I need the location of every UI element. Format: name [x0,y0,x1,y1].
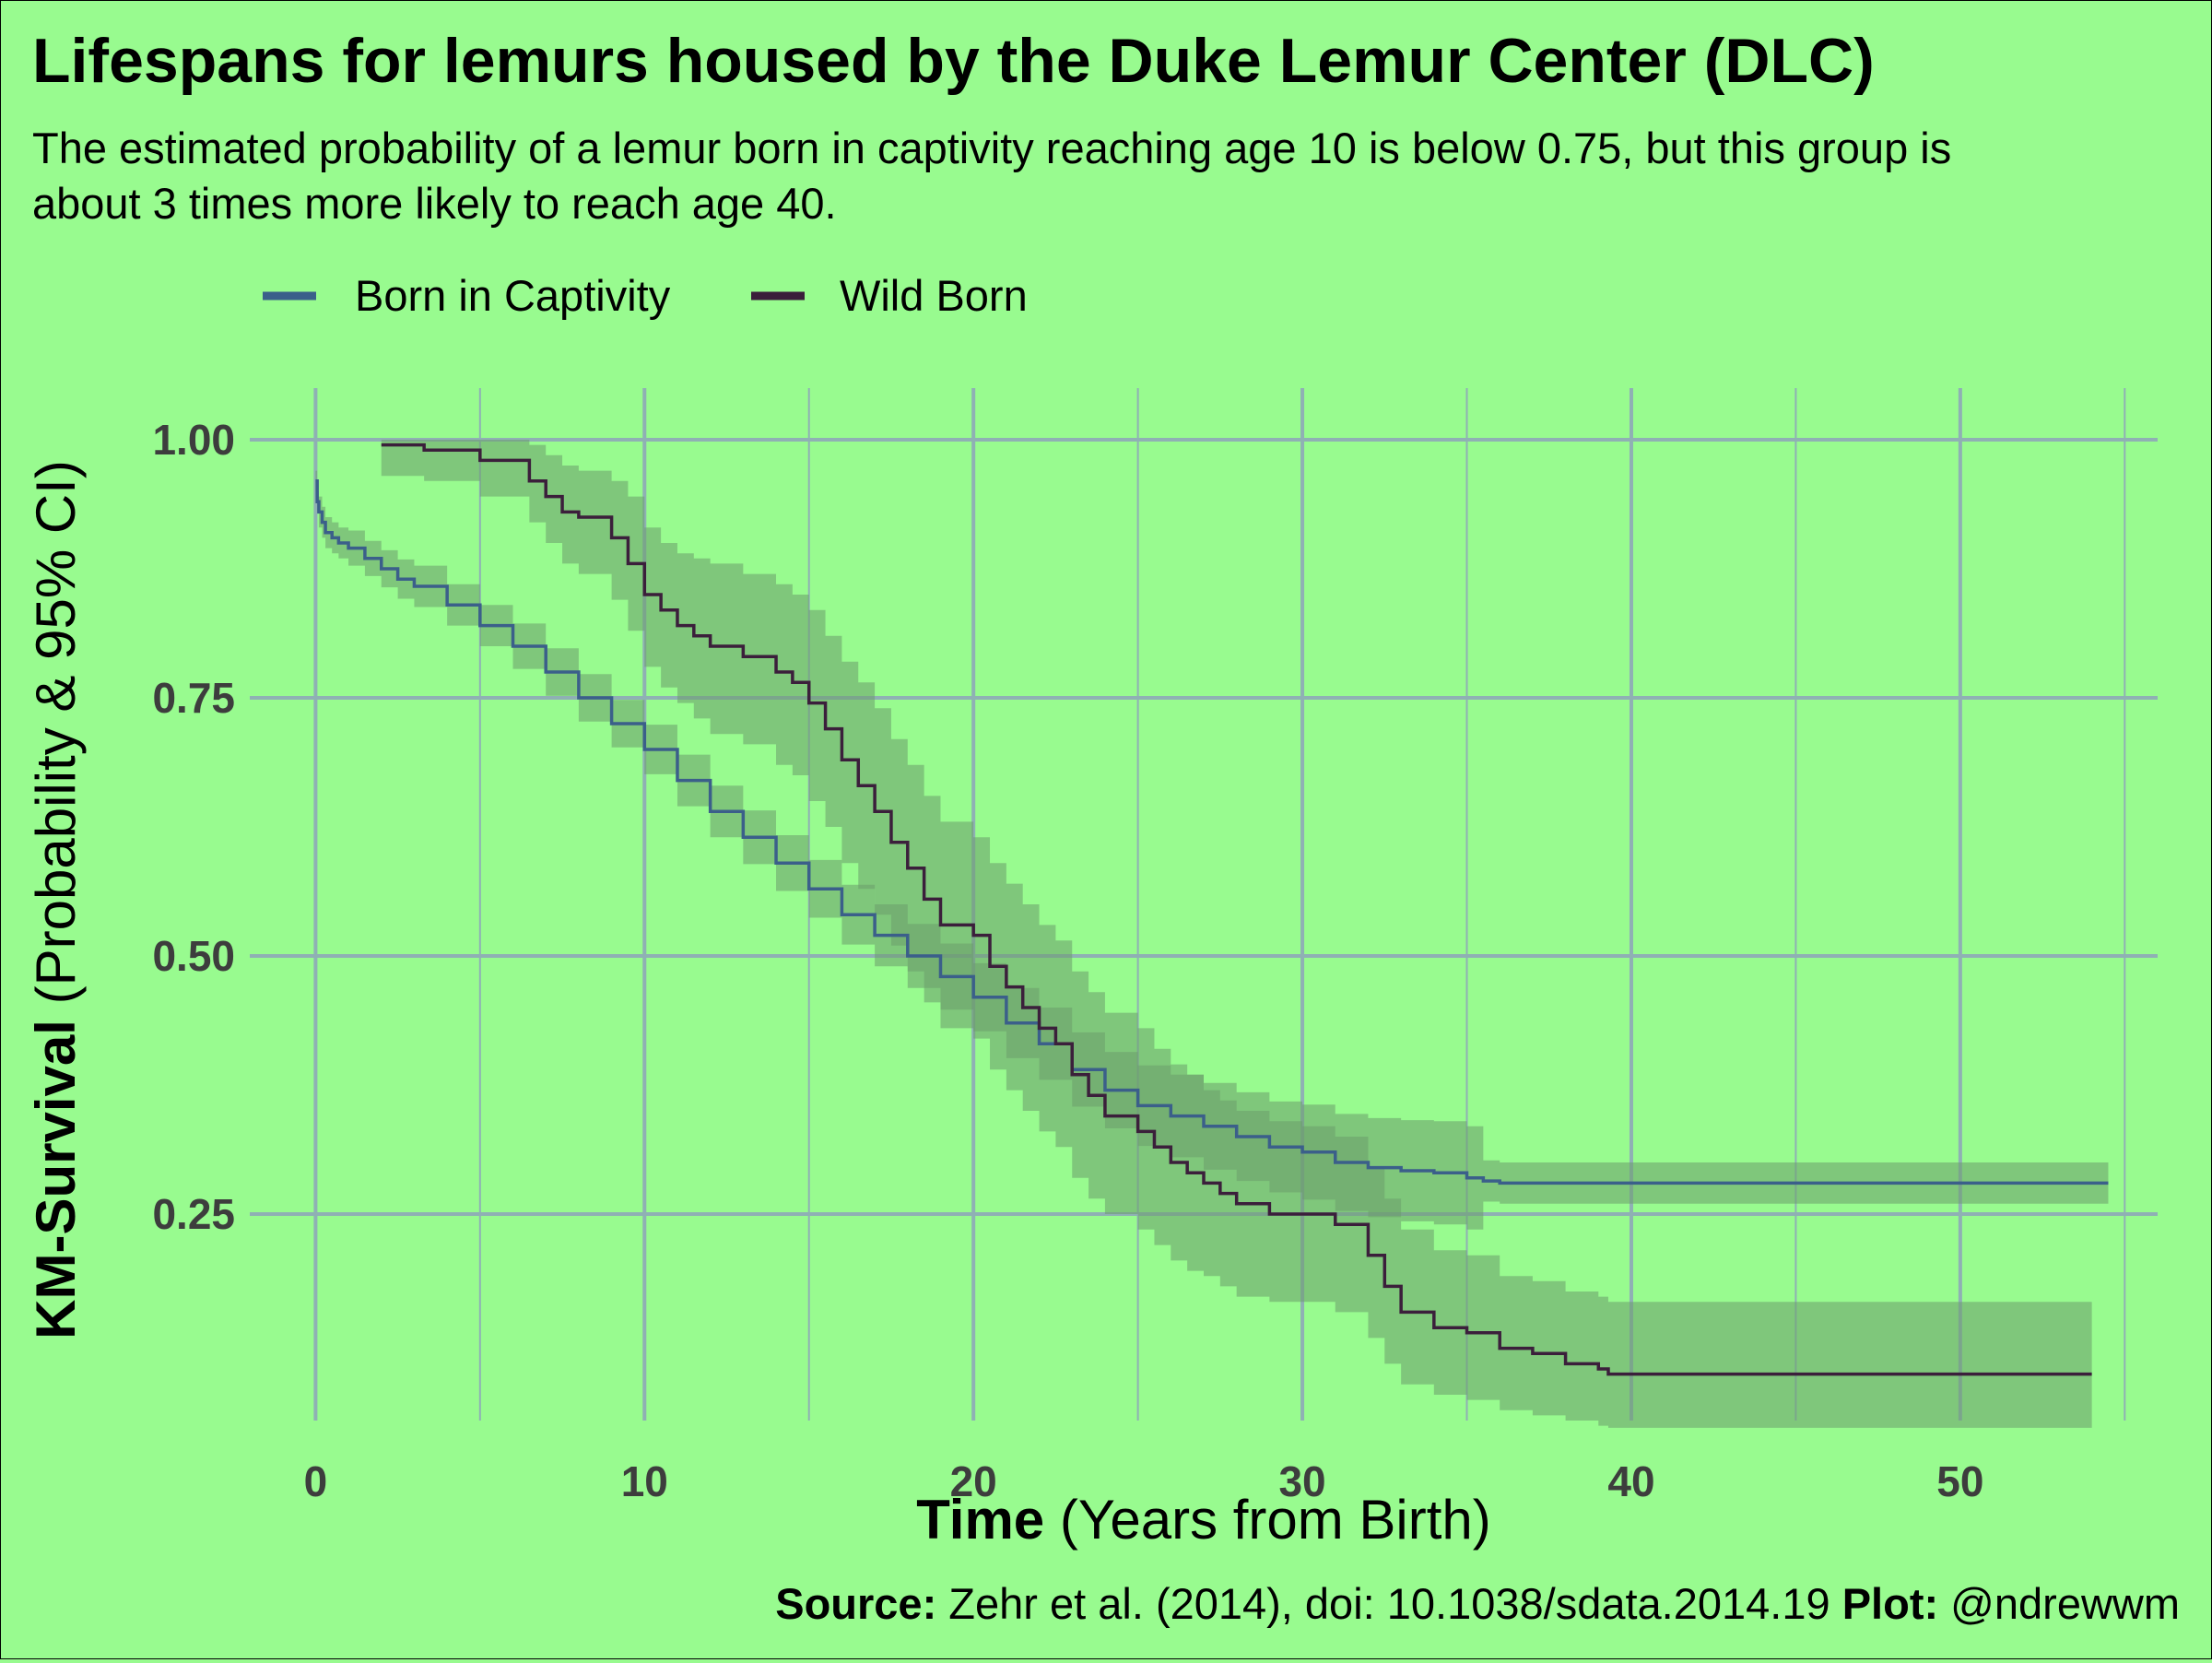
legend-label-born-in-captivity: Born in Captivity [355,271,671,320]
y-tick-label: 0.75 [152,674,235,722]
y-tick-label: 1.00 [152,416,235,464]
chart-title: Lifespans for lemurs housed by the Duke … [32,26,1875,96]
x-tick-label: 20 [950,1457,997,1505]
caption: Source: Zehr et al. (2014), doi: 10.1038… [775,1579,2180,1628]
chart-subtitle-line1: The estimated probability of a lemur bor… [32,124,1951,172]
series-line-0 [315,479,2109,1185]
y-axis-title: KM-Survival (Probability & 95% CI) [25,460,87,1339]
x-tick-label: 0 [304,1457,328,1505]
y-axis-ticks: 0.25 0.50 0.75 1.00 [152,416,235,1238]
y-tick-label: 0.25 [152,1190,235,1238]
x-axis-title-bold: Time [916,1489,1044,1551]
y-tick-label: 0.50 [152,932,235,980]
x-tick-label: 50 [1936,1457,1983,1505]
x-axis-ticks: 0 10 20 30 40 50 [304,1457,1984,1505]
y-axis-title-rest: (Probability & 95% CI) [25,460,87,1020]
caption-source-text: Zehr et al. (2014), doi: 10.1038/sdata.2… [936,1579,1841,1628]
chart-subtitle-line2: about 3 times more likely to reach age 4… [32,179,837,228]
y-axis-title-bold: KM-Survival [25,1020,87,1339]
x-tick-label: 30 [1278,1457,1325,1505]
caption-plot-text: @ndrewwm [1938,1579,2180,1628]
ci-ribbon-1 [381,440,2092,1428]
caption-plot-label: Plot: [1842,1579,1938,1628]
caption-source-label: Source: [775,1579,936,1628]
confidence-ribbons [315,440,2109,1428]
legend-label-wild-born: Wild Born [840,271,1028,320]
legend: Born in Captivity Wild Born [263,271,1028,320]
x-tick-label: 10 [621,1457,668,1505]
survival-lines [315,442,2109,1376]
grid [250,388,2158,1421]
x-tick-label: 40 [1607,1457,1654,1505]
series-line-1 [381,442,2092,1376]
x-axis-title-rest: (Years from Birth) [1044,1489,1491,1551]
x-axis-title: Time (Years from Birth) [916,1489,1491,1551]
